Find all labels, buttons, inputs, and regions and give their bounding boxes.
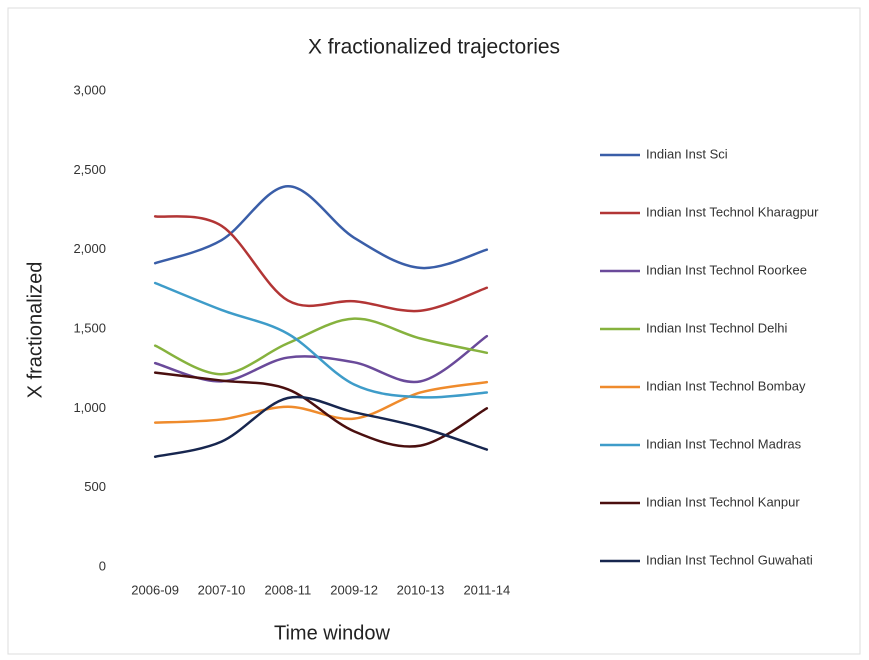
legend-label: Indian Inst Technol Madras bbox=[646, 436, 802, 451]
y-tick-label: 500 bbox=[84, 479, 106, 494]
legend-label: Indian Inst Technol Kanpur bbox=[646, 494, 800, 509]
legend-label: Indian Inst Technol Guwahati bbox=[646, 552, 813, 567]
series-line bbox=[153, 215, 489, 313]
series-line bbox=[153, 281, 489, 399]
chart-border bbox=[7, 7, 861, 655]
x-tick-label: 2009-12 bbox=[330, 582, 378, 597]
y-tick-label: 3,000 bbox=[73, 82, 106, 97]
y-tick-label: 1,500 bbox=[73, 320, 106, 335]
y-axis-label: X fractionalized bbox=[24, 262, 46, 399]
legend-label: Indian Inst Technol Kharagpur bbox=[646, 204, 819, 219]
x-tick-label: 2011-14 bbox=[463, 582, 510, 597]
series-line bbox=[153, 371, 489, 448]
legend-label: Indian Inst Technol Roorkee bbox=[646, 262, 807, 277]
y-tick-label: 2,500 bbox=[73, 162, 106, 177]
x-tick-label: 2006-09 bbox=[131, 582, 179, 597]
y-tick-label: 0 bbox=[99, 558, 106, 573]
x-tick-label: 2007-10 bbox=[198, 582, 246, 597]
series-line bbox=[153, 184, 489, 270]
chart-title: X fractionalized trajectories bbox=[308, 36, 560, 59]
y-tick-label: 2,000 bbox=[73, 241, 106, 256]
series-line bbox=[153, 317, 489, 376]
legend-label: Indian Inst Technol Bombay bbox=[646, 378, 806, 393]
x-axis-label: Time window bbox=[274, 622, 391, 644]
y-tick-label: 1,000 bbox=[73, 400, 106, 415]
series-line bbox=[153, 395, 489, 458]
legend-label: Indian Inst Sci bbox=[646, 146, 728, 161]
legend-label: Indian Inst Technol Delhi bbox=[646, 320, 788, 335]
x-tick-label: 2008-11 bbox=[264, 582, 311, 597]
series-line bbox=[153, 380, 489, 424]
x-tick-label: 2010-13 bbox=[397, 582, 445, 597]
